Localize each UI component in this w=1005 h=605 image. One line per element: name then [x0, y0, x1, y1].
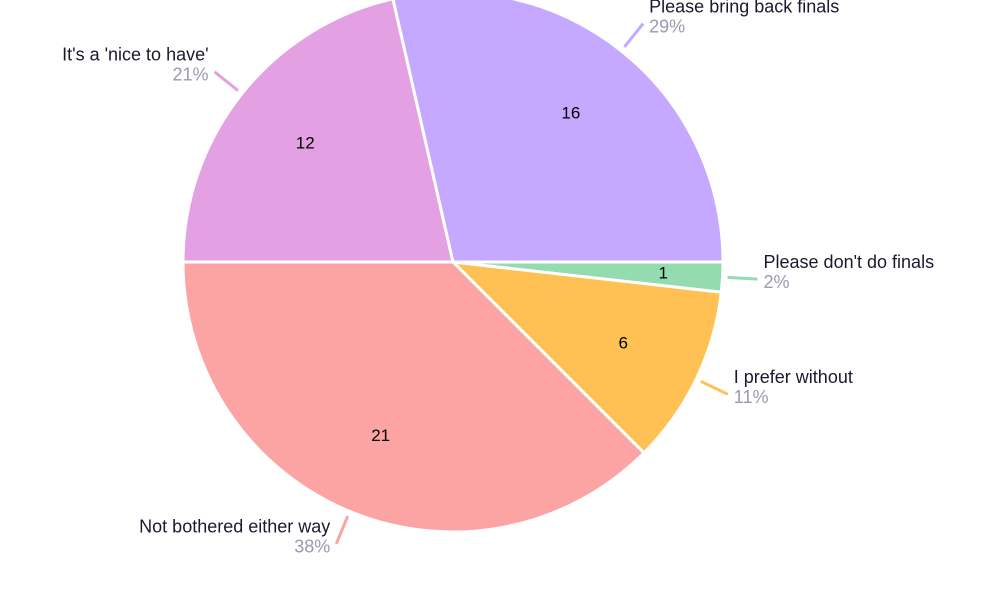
pie-slice [448, 260, 723, 456]
slice-percent: 21% [173, 65, 209, 85]
slice-label: It's a 'nice to have' [62, 45, 208, 65]
slice-count: 6 [619, 333, 628, 352]
slice-label: Not bothered either way [139, 517, 330, 537]
leader-line [623, 22, 645, 48]
slice-count: 1 [659, 263, 668, 282]
slice-percent: 2% [764, 272, 790, 292]
slice-percent: 38% [294, 537, 330, 557]
leader-line [700, 379, 729, 396]
slice-count: 21 [371, 426, 390, 445]
pie-slice [181, 0, 455, 264]
slice-label: I prefer without [734, 367, 853, 387]
leader-line [727, 275, 758, 281]
slice-percent: 29% [649, 16, 685, 36]
leader-line [213, 70, 239, 92]
slice-percent: 11% [734, 387, 769, 407]
pie-slice [181, 260, 647, 534]
slice-count: 12 [296, 134, 315, 153]
slice-label: Please don't do finals [764, 252, 935, 272]
slice-label: Please bring back finals [649, 0, 839, 16]
leader-line [334, 515, 350, 545]
slice-count: 16 [561, 104, 580, 123]
pie-slice [391, 0, 725, 264]
